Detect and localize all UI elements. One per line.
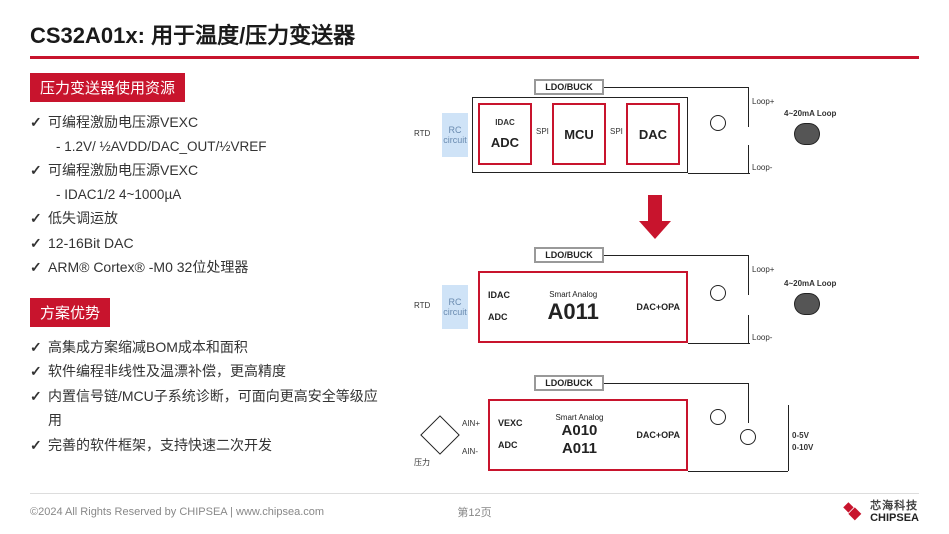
arrow-down-icon: [644, 195, 666, 239]
list-item: 高集成方案缩减BOM成本和面积: [30, 335, 390, 360]
list-item: 可编程激励电压源VEXC: [30, 110, 390, 135]
loop-minus-mid: Loop-: [752, 333, 772, 342]
pressure-label: 压力: [414, 457, 430, 468]
rtd-label: RTD: [414, 129, 430, 138]
list-item: - 1.2V/ ½AVDD/DAC_OUT/½VREF: [30, 135, 390, 159]
rtd-label-mid: RTD: [414, 301, 430, 310]
transistor-icon: [710, 115, 726, 131]
advantages-header: 方案优势: [30, 298, 110, 327]
list-item: 完善的软件框架，支持快速二次开发: [30, 433, 390, 458]
list-item: - IDAC1/2 4~1000µA: [30, 183, 390, 207]
ldo-box-mid: LDO/BUCK: [534, 247, 604, 263]
transistor-icon: [740, 429, 756, 445]
list-item: 12-16Bit DAC: [30, 231, 390, 256]
transistor-icon: [710, 409, 726, 425]
loop-connector: [794, 293, 820, 315]
out-05v: 0-5V: [792, 431, 809, 440]
list-item: 低失调运放: [30, 206, 390, 231]
ainn-label: AIN-: [462, 447, 478, 456]
ldo-box-bot: LDO/BUCK: [534, 375, 604, 391]
list-item: 可编程激励电压源VEXC: [30, 158, 390, 183]
a011-chip: IDAC ADC Smart Analog A011 DAC+OPA: [478, 271, 688, 343]
footer: ©2024 All Rights Reserved by CHIPSEA | w…: [30, 493, 919, 524]
logo-icon: [842, 501, 864, 523]
out-010v: 0-10V: [792, 443, 813, 452]
loop-plus-mid: Loop+: [752, 265, 774, 274]
loop-connector: [794, 123, 820, 145]
copyright: ©2024 All Rights Reserved by CHIPSEA | w…: [30, 506, 324, 518]
ainp-label: AIN+: [462, 419, 480, 428]
diagram-column: LDO/BUCK RTD RC circuit IDAC ADC SPI MCU…: [414, 73, 919, 493]
chipsea-logo: 芯海科技 CHIPSEA: [842, 500, 919, 524]
loop-plus: Loop+: [752, 97, 774, 106]
transistor-icon: [710, 285, 726, 301]
loop-label: 4~20mA Loop: [784, 109, 836, 118]
slide-title: CS32A01x: 用于温度/压力变送器: [30, 18, 919, 59]
loop-label-mid: 4~20mA Loop: [784, 279, 836, 288]
list-item: ARM® Cortex® -M0 32位处理器: [30, 255, 390, 280]
pressure-sensor-icon: [420, 415, 460, 455]
resources-header: 压力变送器使用资源: [30, 73, 185, 102]
resources-list: 可编程激励电压源VEXC - 1.2V/ ½AVDD/DAC_OUT/½VREF…: [30, 110, 390, 280]
left-column: 压力变送器使用资源 可编程激励电压源VEXC - 1.2V/ ½AVDD/DAC…: [30, 73, 390, 493]
loop-minus: Loop-: [752, 163, 772, 172]
rc-box-mid: RC circuit: [442, 285, 468, 329]
advantages-list: 高集成方案缩减BOM成本和面积 软件编程非线性及温漂补偿，更高精度 内置信号链/…: [30, 335, 390, 458]
rc-box: RC circuit: [442, 113, 468, 157]
list-item: 内置信号链/MCU子系统诊断，可面向更高安全等级应用: [30, 384, 390, 433]
list-item: 软件编程非线性及温漂补偿，更高精度: [30, 359, 390, 384]
page-number: 第12页: [457, 504, 491, 520]
a010-chip: VEXC ADC Smart Analog A010 A011 DAC+OPA: [488, 399, 688, 471]
ldo-box: LDO/BUCK: [534, 79, 604, 95]
